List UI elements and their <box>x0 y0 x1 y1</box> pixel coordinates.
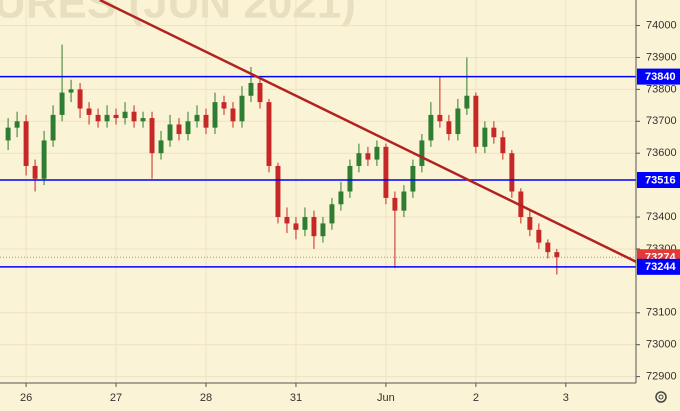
candle-body <box>311 217 317 237</box>
candle-body <box>68 89 74 93</box>
candle-body <box>320 223 326 237</box>
candle-body <box>50 114 56 141</box>
candle-body <box>167 124 173 141</box>
candle-body <box>482 127 488 147</box>
candle-body <box>23 121 29 166</box>
price-tag-label: 73244 <box>645 261 676 273</box>
candle-body <box>455 108 461 135</box>
candle-body <box>221 102 227 109</box>
y-tick-label: 73700 <box>646 115 677 127</box>
y-tick-label: 72900 <box>646 371 677 383</box>
candle-body <box>266 102 272 166</box>
candle-body <box>149 118 155 154</box>
candle-body <box>257 82 263 103</box>
candle-body <box>437 114 443 122</box>
candle-body <box>356 153 362 166</box>
x-tick-label: 28 <box>200 392 212 404</box>
candle-body <box>554 252 560 258</box>
trend-line <box>99 0 637 263</box>
candle-body <box>383 146 389 198</box>
candle-body <box>410 165 416 192</box>
x-tick-label: 31 <box>290 392 302 404</box>
price-tag <box>637 258 680 275</box>
watermark: URES (JUN 2021) <box>0 0 356 28</box>
candle-body <box>95 114 101 122</box>
candle-body <box>473 95 479 147</box>
candle-body <box>131 111 137 122</box>
candle-body <box>104 114 110 122</box>
candle-body <box>365 153 371 160</box>
y-tick-label: 73600 <box>646 147 677 159</box>
candle-body <box>329 204 335 224</box>
y-tick-label: 73800 <box>646 83 677 95</box>
candle-body <box>545 242 551 253</box>
x-tick-label: 3 <box>563 392 569 404</box>
price-tag-label: 73840 <box>645 71 676 83</box>
candle-body <box>509 153 515 192</box>
candle-body <box>41 140 47 179</box>
candle-body <box>5 127 11 141</box>
candle-body <box>347 165 353 192</box>
y-tick-label: 73000 <box>646 339 677 351</box>
candle-body <box>338 191 344 205</box>
y-tick-label: 73400 <box>646 211 677 223</box>
candle-body <box>230 108 236 122</box>
candle-body <box>248 82 254 96</box>
candle-body <box>392 197 398 211</box>
candle-body <box>122 111 128 119</box>
candle-body <box>275 165 281 218</box>
x-tick-label: Jun <box>377 392 395 404</box>
candle-body <box>77 89 83 109</box>
candle-body <box>374 146 380 160</box>
candle-body <box>59 92 65 115</box>
x-tick-label: 26 <box>20 392 32 404</box>
candle-body <box>500 137 506 154</box>
y-tick-label: 73100 <box>646 307 677 319</box>
price-tag <box>637 68 680 85</box>
candle-body <box>113 114 119 119</box>
settings-icon[interactable] <box>655 391 667 403</box>
candle-body <box>419 140 425 166</box>
candle-body <box>293 223 299 230</box>
candle-body <box>401 191 407 211</box>
candle-body <box>203 114 209 128</box>
candle-body <box>491 127 497 138</box>
candle-body <box>536 229 542 243</box>
x-tick-label: 27 <box>110 392 122 404</box>
candle-body <box>239 95 245 122</box>
price-tag <box>637 172 680 189</box>
candle-body <box>464 95 470 109</box>
candle-body <box>284 217 290 224</box>
candle-body <box>302 217 308 230</box>
y-tick-label: 74000 <box>646 19 677 31</box>
plot <box>0 0 637 383</box>
candle-body <box>32 165 38 179</box>
candle-body <box>86 108 92 115</box>
candle-body <box>428 114 434 141</box>
candle-body <box>194 114 200 122</box>
y-tick-label: 73900 <box>646 51 677 63</box>
candle-body <box>446 121 452 135</box>
price-tag-label: 73516 <box>645 174 676 186</box>
candle-body <box>185 121 191 135</box>
candle-body <box>158 140 164 154</box>
candle-body <box>176 124 182 135</box>
candle-body <box>212 102 218 128</box>
x-tick-label: 2 <box>473 392 479 404</box>
candle-body <box>14 121 20 128</box>
candle-body <box>527 217 533 230</box>
candle-body <box>140 118 146 122</box>
